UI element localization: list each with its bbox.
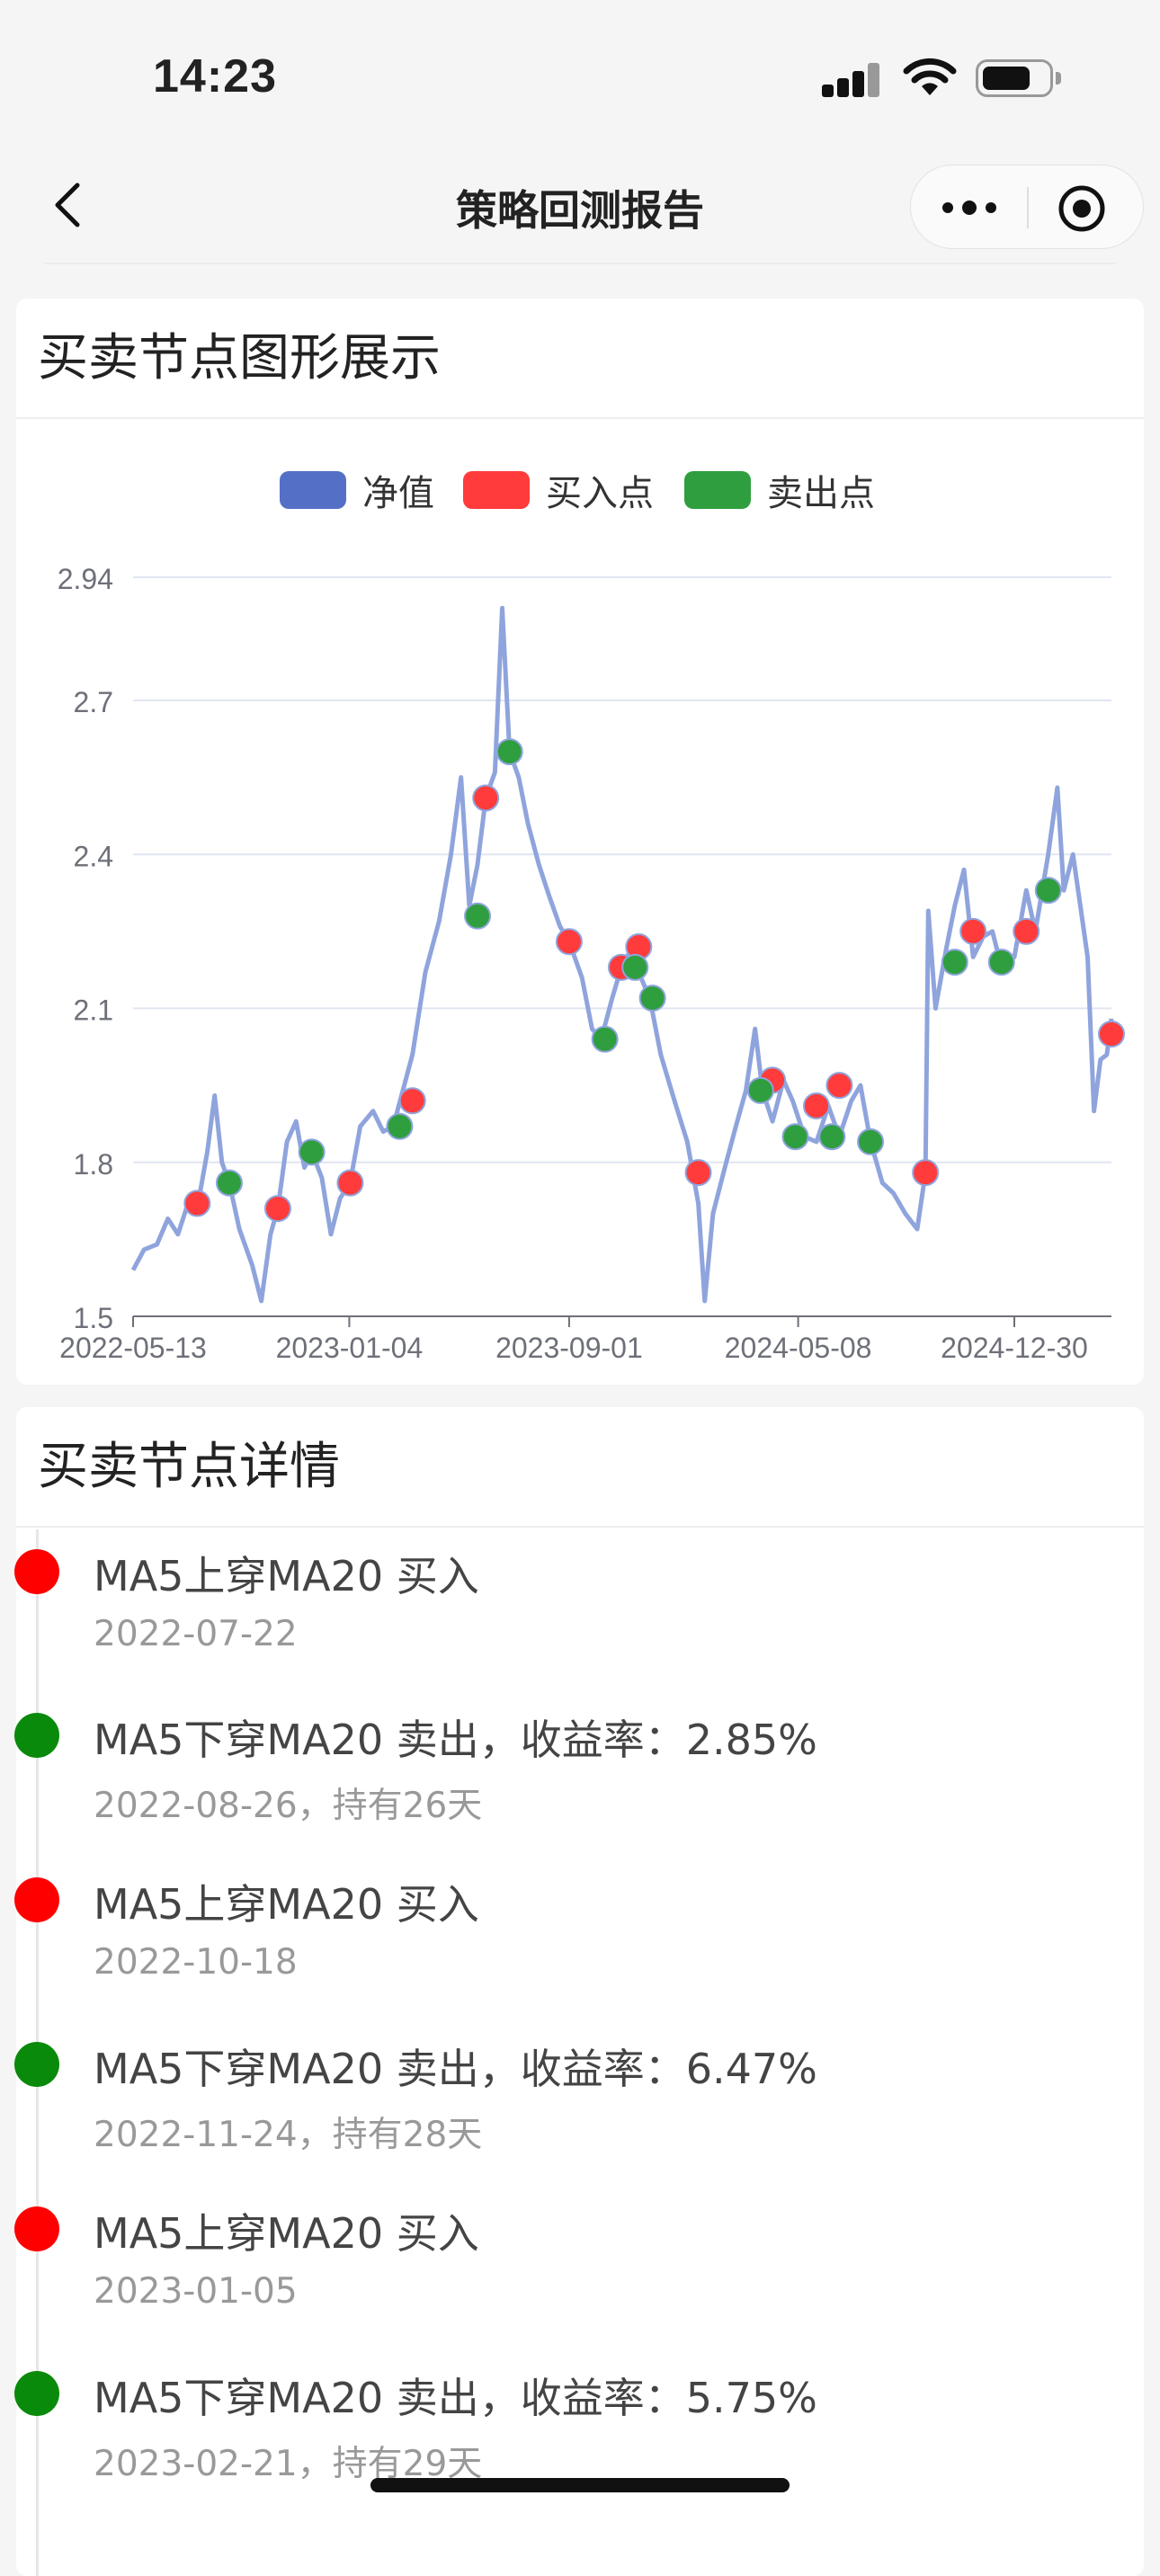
sell-point: [495, 738, 523, 766]
navigation-bar: 策略回测报告: [0, 153, 1160, 265]
buy-dot-icon: [14, 1877, 59, 1922]
buy-point: [802, 1092, 830, 1119]
x-tick-label: 2024-05-08: [725, 1332, 872, 1364]
sell-point: [857, 1128, 885, 1155]
status-time: 14:23: [153, 50, 277, 103]
timeline-event-buy: MA5上穿MA20 买入 2022-07-22: [14, 1549, 1144, 1714]
sell-point: [386, 1112, 414, 1140]
buy-point: [336, 1169, 364, 1197]
legend-item-sell[interactable]: 卖出点: [684, 463, 875, 517]
legend-swatch-sell: [684, 471, 751, 509]
x-tick-label: 2022-05-13: [59, 1332, 207, 1364]
y-tick-label: 2.4: [74, 840, 113, 872]
buy-point: [1098, 1021, 1125, 1048]
timeline-event-sell: MA5下穿MA20 卖出，收益率：5.75% 2023-02-21，持有29天: [14, 2371, 1144, 2536]
event-date: 2022-08-26，持有26天: [94, 1786, 483, 1826]
timeline-event-buy: MA5上穿MA20 买入 2023-01-05: [14, 2206, 1144, 2371]
close-mini-program-icon[interactable]: [1057, 183, 1107, 234]
y-tick-label: 2.1: [74, 994, 113, 1027]
buy-dot-icon: [14, 1549, 59, 1594]
mini-program-capsule: [910, 165, 1144, 249]
buy-point: [472, 784, 500, 812]
sell-point: [464, 902, 492, 930]
chart-legend: 净值 买入点 卖出点: [16, 463, 1144, 517]
sell-point: [591, 1025, 619, 1053]
sell-point: [987, 949, 1015, 976]
y-tick-label: 2.94: [58, 563, 113, 595]
battery-icon: [976, 59, 1061, 97]
legend-label-nav: 净值: [362, 473, 434, 514]
event-title: MA5上穿MA20 买入: [94, 1552, 479, 1600]
timeline-event-buy: MA5上穿MA20 买入 2022-10-18: [14, 1877, 1144, 2042]
sell-dot-icon: [14, 2371, 59, 2416]
buy-point: [959, 917, 987, 945]
sell-point: [1034, 877, 1062, 905]
buy-point: [825, 1072, 853, 1100]
wifi-icon: [903, 58, 957, 95]
more-options-icon[interactable]: [940, 185, 999, 230]
event-title: MA5下穿MA20 卖出，收益率：6.47%: [94, 2045, 817, 2093]
buy-point: [684, 1159, 712, 1187]
timeline-event-sell: MA5下穿MA20 卖出，收益率：6.47% 2022-11-24，持有28天: [14, 2042, 1144, 2206]
home-indicator: [370, 2478, 790, 2492]
event-date: 2023-01-05: [94, 2271, 298, 2312]
legend-label-buy: 买入点: [546, 473, 654, 514]
buy-point: [912, 1159, 940, 1187]
sell-point: [746, 1076, 774, 1104]
sell-point: [621, 953, 649, 981]
page-title: 策略回测报告: [456, 186, 704, 235]
sell-dot-icon: [14, 1713, 59, 1758]
x-tick-label: 2024-12-30: [941, 1332, 1088, 1364]
y-tick-label: 1.5: [74, 1302, 113, 1334]
sell-point: [638, 985, 666, 1012]
legend-swatch-buy: [463, 471, 530, 509]
status-bar: 14:23: [0, 0, 1160, 153]
y-tick-label: 2.7: [74, 686, 113, 718]
event-title: MA5上穿MA20 买入: [94, 1880, 479, 1929]
sell-point: [941, 949, 968, 976]
sell-point: [781, 1123, 809, 1151]
back-arrow-icon[interactable]: [43, 178, 97, 232]
event-date: 2022-07-22: [94, 1614, 298, 1654]
x-tick-label: 2023-09-01: [495, 1332, 643, 1364]
sell-point: [215, 1169, 243, 1197]
buy-point: [398, 1087, 426, 1115]
legend-item-buy[interactable]: 买入点: [463, 463, 654, 517]
y-tick-label: 1.8: [74, 1148, 113, 1181]
event-title: MA5上穿MA20 买入: [94, 2209, 479, 2258]
buy-point: [1013, 917, 1040, 945]
event-date: 2022-10-18: [94, 1942, 298, 1983]
legend-item-nav[interactable]: 净值: [280, 463, 434, 517]
buy-point: [183, 1190, 211, 1217]
sell-dot-icon: [14, 2042, 59, 2087]
timeline-event-sell: MA5下穿MA20 卖出，收益率：2.85% 2022-08-26，持有26天: [14, 1713, 1144, 1877]
event-date: 2023-02-21，持有29天: [94, 2444, 483, 2484]
event-title: MA5下穿MA20 卖出，收益率：2.85%: [94, 1716, 817, 1764]
x-tick-label: 2023-01-04: [276, 1332, 424, 1364]
event-date: 2022-11-24，持有28天: [94, 2115, 483, 2155]
buy-dot-icon: [14, 2206, 59, 2251]
cellular-signal-icon: [822, 63, 881, 97]
sell-point: [818, 1123, 846, 1151]
legend-label-sell: 卖出点: [767, 473, 875, 514]
buy-point: [263, 1195, 291, 1223]
legend-swatch-nav: [280, 471, 346, 509]
chart-card: 买卖节点图形展示 净值 买入点 卖出点 2.94 2.7 2.4 2.1 1.8 1.5 2…: [16, 299, 1144, 1385]
detail-card: 买卖节点详情 MA5上穿MA20 买入 2022-07-22 MA5下穿MA20 卖…: [14, 1407, 1144, 2576]
detail-section-title: 买卖节点详情: [16, 1407, 1144, 1528]
event-title: MA5下穿MA20 卖出，收益率：5.75%: [94, 2374, 817, 2422]
chart-section-title: 买卖节点图形展示: [16, 299, 1144, 419]
buy-point: [555, 928, 583, 956]
sell-point: [298, 1138, 326, 1166]
